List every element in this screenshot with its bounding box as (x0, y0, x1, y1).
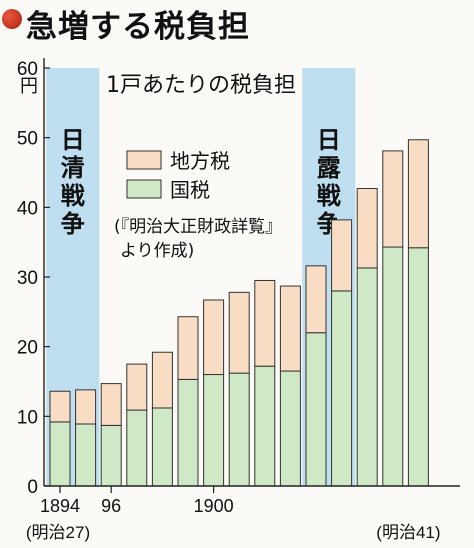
bar-local-tax (331, 219, 353, 292)
y-tick-label: 0 (27, 477, 38, 498)
bar-national-tax (203, 374, 225, 487)
war-period-label-char: 日 (61, 126, 85, 154)
war-period-label-char: 日 (317, 126, 341, 154)
bar-national-tax (305, 332, 327, 487)
bar-local-tax (75, 389, 97, 425)
war-period-label-char: 戦 (317, 182, 341, 210)
bar-national-tax (356, 267, 378, 487)
bar-national-tax (126, 409, 148, 487)
red-dot-icon (2, 9, 22, 29)
bar-national-tax (75, 423, 97, 487)
y-tick-label: 30 (17, 268, 38, 289)
bar-national-tax (49, 421, 71, 487)
y-tick-label: 40 (17, 198, 38, 219)
war-period-label-char: 露 (317, 154, 342, 182)
war-period-label-char: 争 (61, 210, 85, 238)
bar-national-tax (254, 365, 276, 487)
y-tick-label: 50 (17, 129, 38, 150)
bar-local-tax (279, 285, 301, 372)
axes: 0 10 20 30 40 50 60円 1894 96 1900 (明治27) (明治41) (17, 58, 460, 542)
legend-swatch (126, 179, 162, 199)
bar-local-tax (100, 383, 122, 426)
header: 急増する税負担 (0, 0, 474, 45)
source-note: より作成) (120, 241, 194, 261)
y-tick-label: 10 (17, 407, 38, 428)
war-period-label-char: 戦 (61, 182, 85, 210)
bar-local-tax (177, 316, 199, 380)
bar-local-tax (49, 390, 71, 423)
bar-national-tax (331, 290, 353, 487)
x-sublabel-end: (明治41) (376, 523, 440, 542)
bar-national-tax (228, 372, 250, 487)
bar-local-tax (382, 150, 404, 248)
bar-local-tax (305, 265, 327, 334)
y-tick-label: 20 (17, 338, 38, 359)
legend-label: 国税 (170, 178, 210, 202)
bar-national-tax (407, 247, 429, 487)
legend-swatch (126, 150, 162, 170)
war-period-label-char: 清 (61, 154, 85, 182)
bar-national-tax (151, 407, 173, 487)
bar-local-tax (407, 139, 429, 249)
chart-title: 1戸あたりの税負担 (106, 73, 296, 98)
legend-label: 地方税 (170, 149, 230, 173)
bar-local-tax (254, 279, 276, 367)
bar-national-tax (177, 378, 199, 487)
x-tick-label: 96 (101, 496, 121, 516)
bar-national-tax (382, 246, 404, 487)
bar-group (49, 139, 429, 487)
bar-local-tax (126, 363, 148, 411)
source-note: (『明治大正財政詳覧』 (114, 217, 282, 237)
y-unit-label: 円 (20, 76, 38, 96)
x-sublabel-start: (明治27) (26, 523, 90, 542)
bar-local-tax (203, 299, 225, 376)
x-tick-label: 1894 (40, 496, 80, 516)
page-title: 急増する税負担 (26, 9, 250, 45)
bar-local-tax (228, 291, 250, 374)
x-tick-label: 1900 (194, 496, 234, 516)
bar-local-tax (151, 351, 173, 409)
y-tick-label: 60 (17, 59, 38, 80)
bar-local-tax (356, 188, 378, 269)
bar-national-tax (100, 424, 122, 487)
bar-national-tax (279, 370, 301, 487)
